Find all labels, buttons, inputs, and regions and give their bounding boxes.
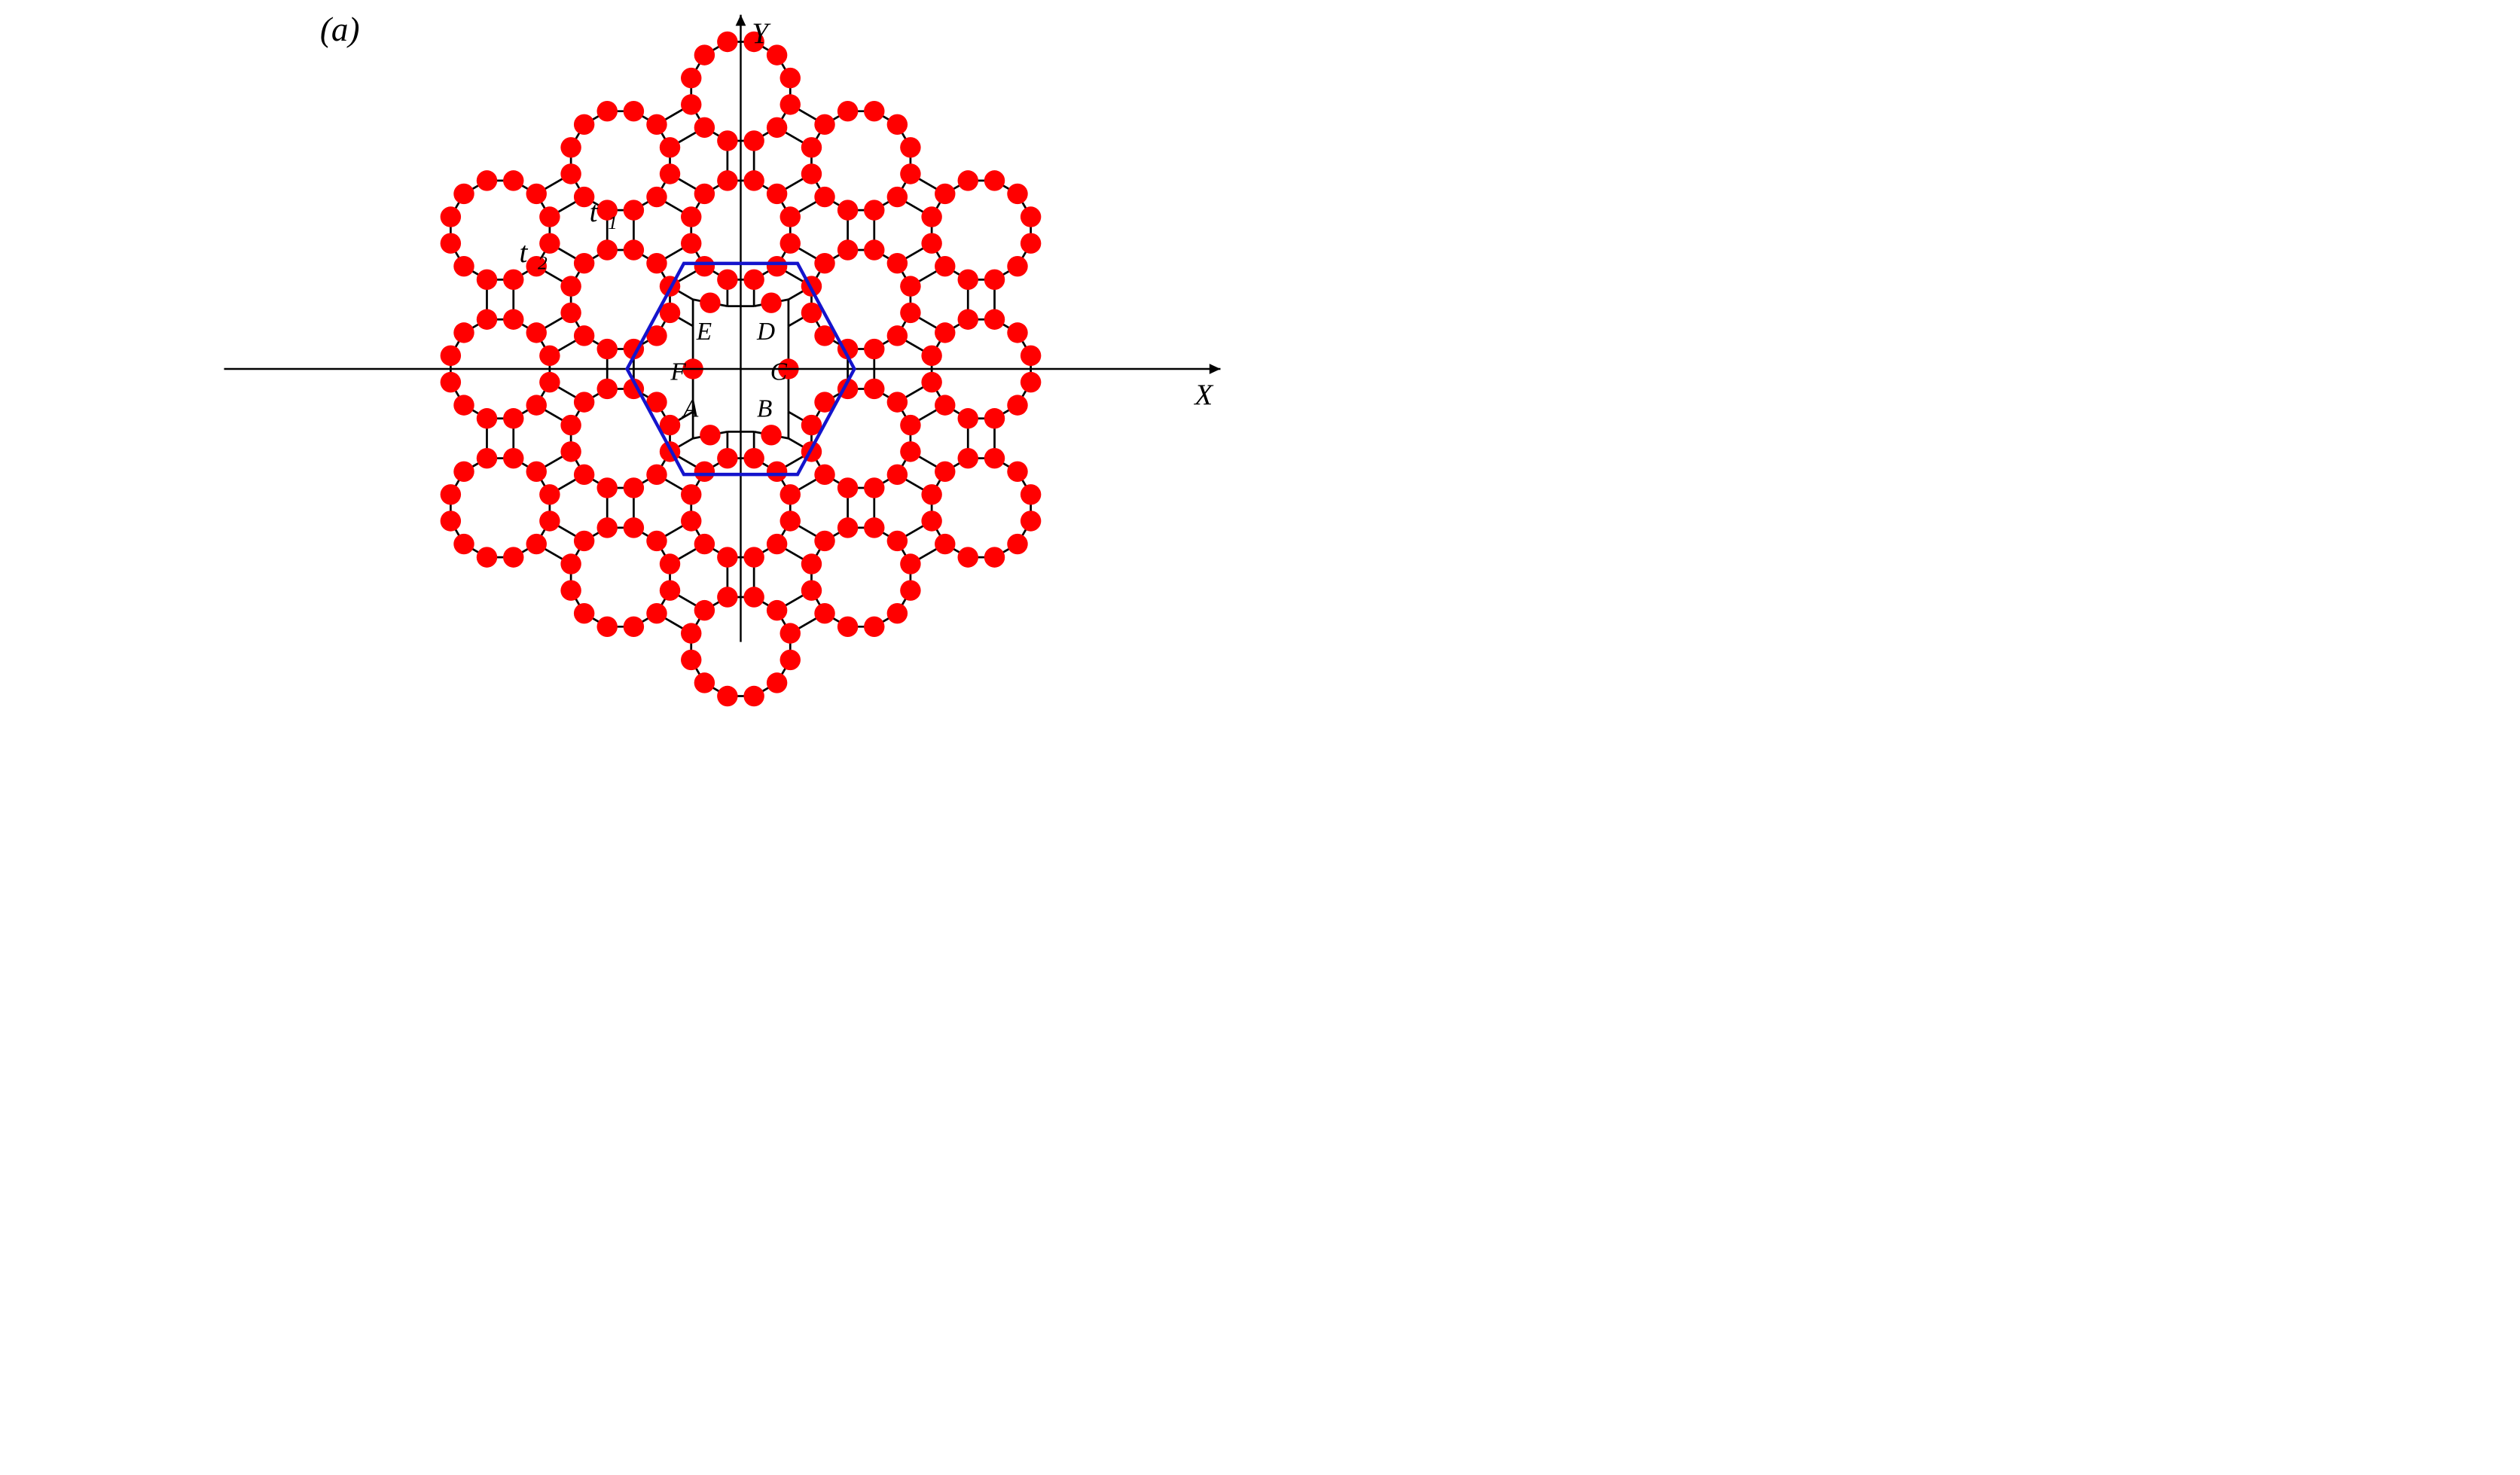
svg-text:D: D xyxy=(756,318,775,346)
svg-text:X: X xyxy=(1193,379,1214,411)
svg-text:(a): (a) xyxy=(320,11,360,48)
svg-text:B: B xyxy=(757,395,772,423)
svg-text:C: C xyxy=(770,358,788,386)
svg-text:1: 1 xyxy=(608,212,618,233)
svg-text:t: t xyxy=(590,196,599,228)
svg-text:Y: Y xyxy=(752,17,771,50)
svg-text:2: 2 xyxy=(538,252,548,274)
svg-text:E: E xyxy=(696,318,712,346)
svg-text:A: A xyxy=(682,395,699,423)
svg-text:F: F xyxy=(670,358,686,386)
svg-text:t: t xyxy=(520,236,529,269)
